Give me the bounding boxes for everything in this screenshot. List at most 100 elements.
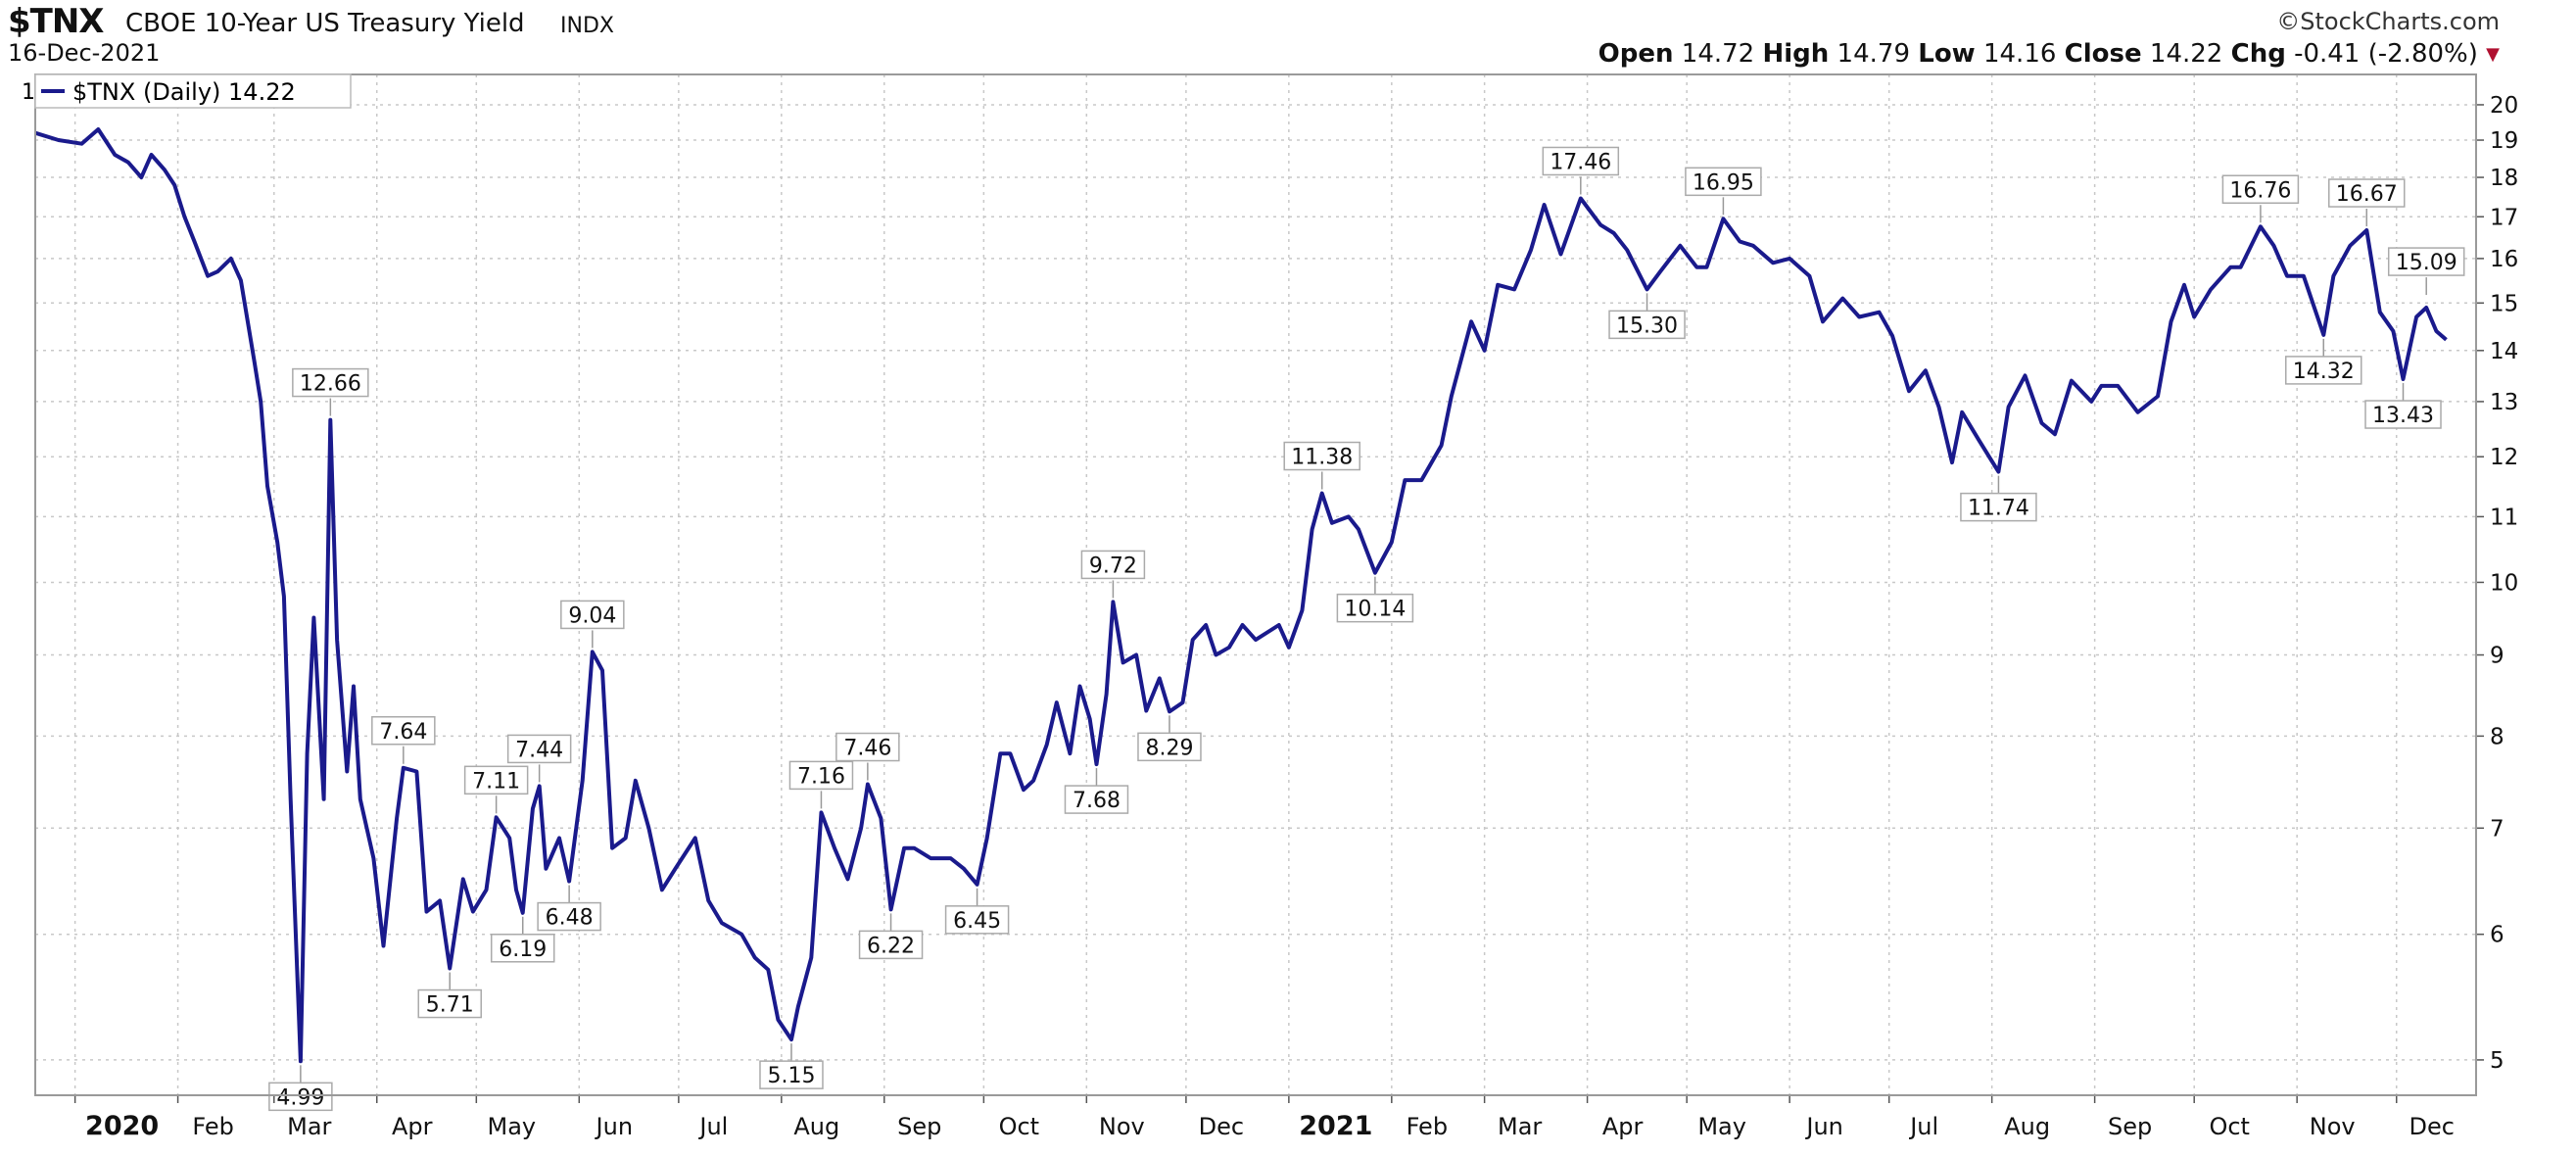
x-tick-label: Sep — [2108, 1113, 2152, 1140]
x-tick-label: May — [488, 1113, 537, 1140]
open-label: Open — [1598, 39, 1674, 69]
annotation-box — [1064, 785, 1129, 814]
annotation-label: 14.32 — [2293, 360, 2355, 384]
down-arrow-icon: ▼ — [2486, 44, 2500, 65]
annotation-box — [1137, 732, 1202, 762]
annotation-marker: 16.67 — [2328, 178, 2406, 227]
annotation-marker: 7.16 — [788, 760, 854, 809]
annotation-marker: 6.48 — [537, 885, 601, 932]
x-tick-label: Jul — [697, 1113, 728, 1140]
annotation-label: 7.44 — [515, 738, 563, 762]
y-tick-label: 10 — [2490, 570, 2518, 596]
x-tick-label: Sep — [897, 1113, 941, 1140]
annotation-box — [944, 905, 1010, 935]
ticker-symbol: $TNX — [8, 2, 105, 41]
annotation-box — [268, 1082, 333, 1112]
annotation-marker: 15.30 — [1608, 293, 1686, 340]
annotation-marker: 7.64 — [371, 716, 436, 764]
y-tick-label: 8 — [2490, 724, 2504, 749]
annotation-label: 6.19 — [499, 938, 547, 962]
y-tick-label: 5 — [2490, 1048, 2504, 1074]
annotation-box — [490, 934, 555, 963]
annotation-label: 16.95 — [1693, 170, 1754, 195]
x-tick-label: 2021 — [1299, 1111, 1372, 1141]
annotation-box — [506, 734, 572, 764]
annotation-label: 9.04 — [568, 603, 616, 628]
y-tick-label: 7 — [2490, 816, 2504, 842]
x-tick-label: Dec — [1199, 1113, 1244, 1140]
brand-link[interactable]: ©StockCharts.com — [2276, 8, 2500, 35]
annotation-marker: 11.74 — [1960, 475, 2037, 522]
x-tick-label: Feb — [1407, 1113, 1449, 1140]
annotation-label: 12.66 — [300, 372, 361, 397]
chg-label: Chg — [2230, 39, 2286, 69]
y-tick-label: 20 — [2490, 93, 2518, 119]
legend-box — [34, 73, 352, 109]
annotation-label: 11.38 — [1291, 446, 1353, 470]
x-tick-label: 2020 — [85, 1111, 159, 1141]
annotation-box — [417, 988, 482, 1019]
annotation-label: 7.46 — [843, 737, 891, 761]
x-axis: 2020 Feb Mar Apr May Jun Jul Aug Sep Oct Nov Dec 202… — [73, 1095, 2455, 1141]
y-tick-label: 18 — [2490, 166, 2518, 191]
annotation-marker: 7.68 — [1064, 768, 1129, 814]
instrument-name: CBOE 10-Year US Treasury Yield — [125, 9, 525, 38]
annotation-label: 7.68 — [1073, 789, 1121, 813]
x-tick-label: Jun — [1804, 1113, 1843, 1140]
y-tick-label: 17 — [2490, 205, 2518, 230]
x-tick-label: May — [1697, 1113, 1746, 1140]
annotation-box — [1608, 310, 1686, 340]
annotation-label: 6.45 — [953, 909, 1001, 934]
annotation-box — [1283, 441, 1360, 471]
plot-border — [34, 73, 2477, 1096]
y-tick-label: 15 — [2490, 291, 2518, 316]
annotation-box — [2387, 247, 2465, 276]
annotation-marker: 8.29 — [1137, 715, 1202, 762]
annotation-box — [2221, 174, 2300, 205]
close-value: 14.22 — [2149, 39, 2223, 69]
annotation-marker: 17.46 — [1542, 146, 1620, 195]
y-tick-label: 6 — [2490, 923, 2504, 948]
annotation-label: 6.48 — [546, 906, 594, 931]
price-series-line — [34, 127, 2448, 1064]
annotation-marker: 13.43 — [2364, 383, 2442, 429]
ohlc-readout: Open 14.72 High 14.79 Low 14.16 Close 14… — [1598, 39, 2500, 69]
annotation-box — [759, 1060, 824, 1089]
annotation-box — [835, 732, 900, 762]
close-label: Close — [2064, 39, 2142, 69]
annotation-label: 5.15 — [767, 1064, 815, 1088]
x-tick-label: Aug — [793, 1113, 839, 1140]
annotation-marker: 11.38 — [1283, 441, 1360, 490]
x-tick-label: Feb — [192, 1113, 234, 1140]
annotation-marker: 7.11 — [463, 765, 529, 814]
y-tick-label: 9 — [2490, 644, 2504, 669]
annotation-box — [1685, 167, 1762, 197]
annotation-label: 7.16 — [797, 764, 845, 789]
chart-header: $TNX CBOE 10-Year US Treasury Yield INDX… — [0, 0, 2576, 72]
annotation-label: 8.29 — [1145, 736, 1193, 760]
annotation-marker: 15.09 — [2387, 247, 2465, 296]
annotation-label: 11.74 — [1968, 497, 2029, 521]
y-axis: 5 6 7 8 9 10 11 12 13 14 15 16 17 18 19 20 — [2476, 93, 2518, 1074]
annotation-box — [1960, 492, 2037, 522]
annotation-box — [1542, 146, 1620, 176]
annotation-marker: 14.32 — [2285, 338, 2362, 385]
annotation-label: 16.67 — [2336, 182, 2398, 207]
x-tick-label: Apr — [392, 1113, 433, 1140]
annotation-box — [2364, 400, 2442, 429]
annotation-box — [537, 901, 601, 932]
high-label: High — [1762, 39, 1830, 69]
chg-value: -0.41 (-2.80%) — [2294, 39, 2478, 69]
annotation-marker: 4.99 — [268, 1065, 333, 1112]
grid-lines — [35, 74, 2476, 1095]
annotation-box — [858, 930, 924, 960]
annotation-label: 9.72 — [1089, 554, 1137, 578]
annotation-box — [292, 367, 369, 398]
annotation-box — [788, 760, 854, 791]
x-tick-label: Aug — [2004, 1113, 2050, 1140]
annotation-label: 6.22 — [867, 934, 915, 958]
series-line-group — [34, 127, 2448, 1064]
legend-clipped-text: 1 — [22, 80, 35, 105]
y-tick-label: 13 — [2490, 390, 2518, 415]
